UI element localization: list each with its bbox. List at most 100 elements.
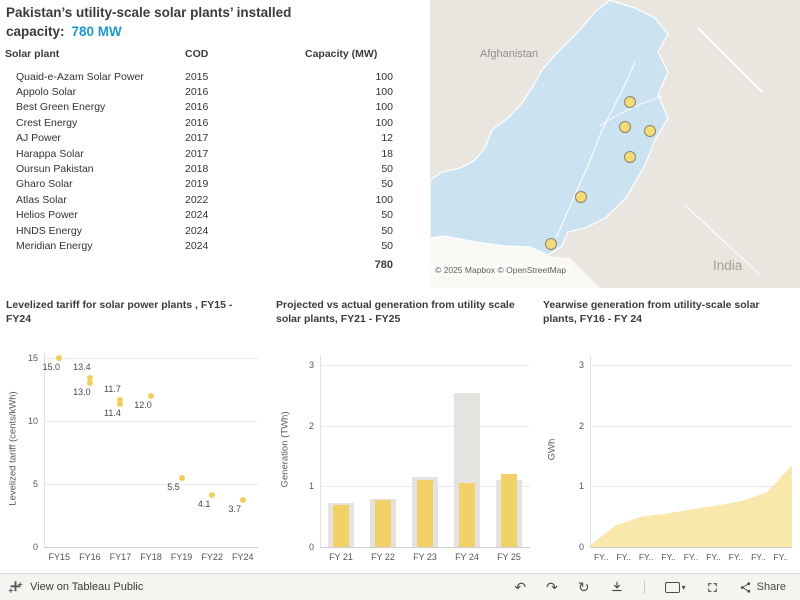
plant-location-marker[interactable] — [644, 125, 656, 137]
table-row[interactable]: Meridian Energy 2024 50 — [5, 238, 405, 253]
table-row[interactable]: Harappa Solar 2017 18 — [5, 146, 405, 161]
generation-area-shape[interactable] — [590, 355, 792, 547]
plant-location-marker[interactable] — [624, 151, 636, 163]
device-layout-button[interactable]: ▾ — [664, 581, 686, 593]
cell-cod[interactable]: 2024 — [185, 224, 209, 237]
gridline — [590, 547, 792, 548]
fullscreen-icon[interactable] — [706, 581, 719, 594]
tariff-data-point[interactable] — [117, 396, 124, 403]
col-header-solar-plant[interactable]: Solar plant — [5, 48, 60, 60]
cell-capacity[interactable]: 50 — [381, 209, 393, 222]
tariff-data-point[interactable] — [86, 380, 93, 387]
yearwise-area-plot[interactable]: 0 1 2 3 FY.. FY.. FY.. FY.. FY.. FY.. FY.. FY.. FY.. — [579, 355, 792, 562]
cell-capacity[interactable]: 100 — [375, 85, 393, 98]
tariff-data-point[interactable] — [209, 492, 216, 499]
col-header-cod[interactable]: COD — [185, 48, 209, 60]
tariff-data-point[interactable] — [56, 355, 63, 362]
actual-bar[interactable] — [501, 474, 517, 547]
cell-plant-name[interactable]: AJ Power — [16, 132, 61, 145]
cell-capacity[interactable]: 100 — [375, 116, 393, 129]
cell-plant-name[interactable]: Helios Power — [16, 209, 78, 222]
table-row[interactable]: Oursun Pakistan 2018 50 — [5, 161, 405, 176]
cell-cod[interactable]: 2019 — [185, 178, 209, 191]
river-indus — [555, 61, 636, 239]
gridline — [44, 484, 258, 486]
view-on-tableau-link[interactable]: View on Tableau Public — [30, 581, 144, 593]
tariff-data-point[interactable] — [239, 497, 246, 504]
cell-capacity[interactable]: 100 — [375, 101, 393, 114]
map-panel[interactable]: Afghanistan India © 2025 Mapbox © OpenSt… — [430, 0, 800, 288]
pakistan-map[interactable] — [430, 0, 800, 288]
download-icon[interactable] — [610, 580, 624, 594]
plant-location-marker[interactable] — [624, 96, 636, 108]
col-header-capacity[interactable]: Capacity (MW) — [305, 48, 378, 60]
table-row[interactable]: Gharo Solar 2019 50 — [5, 177, 405, 192]
cell-cod[interactable]: 2016 — [185, 116, 209, 129]
cell-plant-name[interactable]: Gharo Solar — [16, 178, 73, 191]
cell-cod[interactable]: 2024 — [185, 209, 209, 222]
cell-plant-name[interactable]: Atlas Solar — [16, 193, 67, 206]
cell-capacity[interactable]: 100 — [375, 193, 393, 206]
y-tick-label: 0 — [32, 542, 38, 552]
table-row[interactable]: HNDS Energy 2024 50 — [5, 223, 405, 238]
plant-location-marker[interactable] — [545, 238, 557, 250]
generation-bar-plot[interactable]: 0 1 2 3 FY 21 FY 22 FY 23 FY 24 FY 25 — [309, 355, 530, 562]
cell-plant-name[interactable]: HNDS Energy — [16, 224, 82, 237]
table-row[interactable]: AJ Power 2017 12 — [5, 131, 405, 146]
cell-plant-name[interactable]: Appolo Solar — [16, 85, 77, 98]
tariff-data-point[interactable] — [148, 393, 154, 400]
table-row[interactable]: Atlas Solar 2022 100 — [5, 192, 405, 207]
plant-location-marker[interactable] — [619, 121, 631, 133]
map-attribution[interactable]: © 2025 Mapbox © OpenStreetMap — [430, 264, 572, 276]
tariff-data-point[interactable] — [86, 375, 93, 382]
cell-capacity[interactable]: 50 — [381, 162, 393, 175]
cell-plant-name[interactable]: Meridian Energy — [16, 239, 93, 252]
share-button[interactable]: Share — [739, 581, 786, 594]
cell-plant-name[interactable]: Crest Energy — [16, 116, 78, 129]
cell-capacity[interactable]: 50 — [381, 224, 393, 237]
table-row[interactable]: Best Green Energy 2016 100 — [5, 100, 405, 115]
cell-cod[interactable]: 2017 — [185, 147, 209, 160]
reset-icon[interactable]: ↻ — [577, 579, 590, 595]
cell-cod[interactable]: 2017 — [185, 132, 209, 145]
cell-plant-name[interactable]: Best Green Energy — [16, 101, 106, 114]
cell-plant-name[interactable]: Quaid-e-Azam Solar Power — [16, 70, 144, 83]
share-label: Share — [756, 581, 786, 593]
cell-cod[interactable]: 2022 — [185, 193, 209, 206]
table-row[interactable]: Helios Power 2024 50 — [5, 208, 405, 223]
plant-markers-group — [545, 96, 656, 250]
generation-y-axis-title: Generation (TWh) — [279, 411, 291, 488]
actual-bar[interactable] — [459, 483, 475, 547]
cell-cod[interactable]: 2016 — [185, 85, 209, 98]
actual-bar[interactable] — [417, 480, 433, 547]
undo-icon[interactable]: ↶ — [514, 579, 527, 595]
area-polygon[interactable] — [590, 465, 792, 547]
actual-bar[interactable] — [375, 499, 391, 547]
tariff-data-point[interactable] — [178, 474, 185, 481]
cell-cod[interactable]: 2018 — [185, 162, 209, 175]
actual-bar[interactable] — [333, 504, 349, 547]
cell-capacity[interactable]: 18 — [381, 147, 393, 160]
yearwise-y-axis-title: GWh — [546, 438, 558, 461]
table-row[interactable]: Appolo Solar 2016 100 — [5, 84, 405, 99]
pakistan-shape[interactable] — [430, 0, 669, 256]
cell-plant-name[interactable]: Harappa Solar — [16, 147, 84, 160]
cell-capacity[interactable]: 100 — [375, 70, 393, 83]
cell-cod[interactable]: 2015 — [185, 70, 209, 83]
cell-cod[interactable]: 2016 — [185, 101, 209, 114]
table-row[interactable]: Quaid-e-Azam Solar Power 2015 100 — [5, 69, 405, 84]
cell-capacity[interactable]: 50 — [381, 239, 393, 252]
x-tick-label: FY.. — [751, 552, 766, 562]
cell-plant-name[interactable]: Oursun Pakistan — [16, 162, 94, 175]
redo-icon[interactable]: ↷ — [546, 579, 558, 595]
gridline — [44, 421, 258, 423]
tariff-data-point[interactable] — [117, 400, 124, 407]
cell-cod[interactable]: 2024 — [185, 239, 209, 252]
plant-location-marker[interactable] — [575, 191, 587, 203]
toolbar-left[interactable]: View on Tableau Public — [0, 580, 143, 595]
cell-capacity[interactable]: 50 — [381, 178, 393, 191]
tariff-plot[interactable]: 0 5 10 15 FY15 FY16 FY17 FY18 FY19 FY22 FY24 15.0 13… — [28, 352, 258, 562]
x-tick-label: FY22 — [201, 552, 223, 562]
table-row[interactable]: Crest Energy 2016 100 — [5, 115, 405, 130]
cell-capacity[interactable]: 12 — [381, 132, 393, 145]
